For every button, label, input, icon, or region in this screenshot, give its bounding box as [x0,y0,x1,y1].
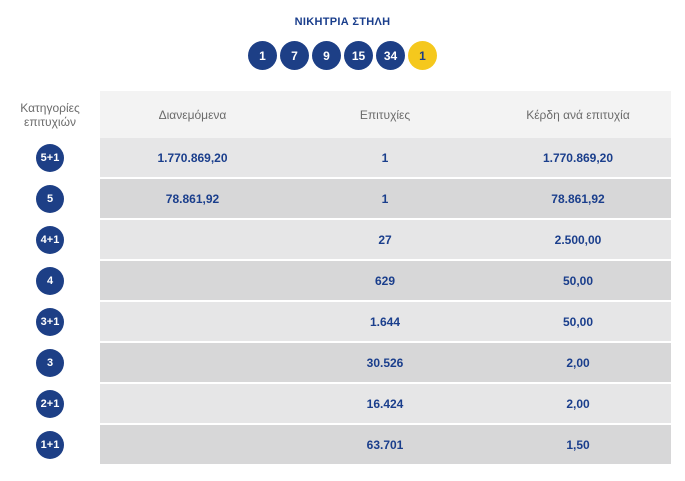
header-category: Κατηγορίες επιτυχιών [0,91,100,138]
table-row: 1+1 63.701 1,50 [0,425,671,464]
winners-value: 30.526 [366,355,404,370]
prize-value: 78.861,92 [551,191,605,206]
winners-value: 1 [381,150,389,165]
category-badge: 2+1 [36,389,64,418]
winners-value: 629 [374,273,396,288]
distributed-value [100,343,285,382]
distributed-value [100,261,285,300]
winning-number-ball: 1 [248,41,277,70]
winning-number-ball: 7 [280,41,309,70]
bonus-number-ball: 1 [408,41,437,70]
winners-value: 16.424 [366,396,404,411]
winning-number-ball: 34 [376,41,405,70]
winners-value: 63.701 [366,437,404,452]
winning-number-ball: 9 [312,41,341,70]
prize-value: 2,00 [566,355,590,370]
table-row: 4 629 50,00 [0,261,671,300]
prize-value: 2.500,00 [554,232,602,247]
header-winners: Επιτυχίες [285,91,485,138]
winning-number-ball: 15 [344,41,373,70]
header-category-line2: επιτυχιών [24,114,76,129]
distributed-value [100,384,285,423]
category-badge: 4 [36,266,64,295]
page-title: ΝΙΚΗΤΡΙΑ ΣΤΗΛΗ [294,16,391,28]
distributed-value [100,425,285,464]
category-badge: 3 [36,348,64,377]
prize-value: 50,00 [562,273,594,288]
header-category-line1: Κατηγορίες [20,100,80,115]
distributed-value: 78.861,92 [165,191,220,206]
category-badge: 4+1 [36,225,64,254]
winners-value: 27 [378,232,392,247]
prize-value: 50,00 [562,314,594,329]
category-badge: 5 [36,184,64,213]
category-badge: 5+1 [36,143,64,172]
distributed-value [100,302,285,341]
table-row: 3 30.526 2,00 [0,343,671,382]
prize-value: 1.770.869,20 [542,150,614,165]
header-distributed: Διανεμόμενα [100,91,285,138]
winners-value: 1.644 [369,314,401,329]
table-row: 5+1 1.770.869,20 1 1.770.869,20 [0,138,671,177]
winning-numbers: 1 7 9 15 34 1 [0,41,685,70]
winners-value: 1 [381,191,389,206]
table-row: 5 78.861,92 1 78.861,92 [0,179,671,218]
prize-value: 1,50 [566,437,590,452]
prize-value: 2,00 [566,396,590,411]
category-badge: 1+1 [36,430,64,459]
results-table: Κατηγορίες επιτυχιών Διανεμόμενα Επιτυχί… [0,91,671,466]
table-header: Κατηγορίες επιτυχιών Διανεμόμενα Επιτυχί… [0,91,671,138]
table-row: 4+1 27 2.500,00 [0,220,671,259]
table-row: 3+1 1.644 50,00 [0,302,671,341]
distributed-value: 1.770.869,20 [157,150,228,165]
category-badge: 3+1 [36,307,64,336]
header-prize: Κέρδη ανά επιτυχία [485,91,671,138]
distributed-value [100,220,285,259]
table-row: 2+1 16.424 2,00 [0,384,671,423]
